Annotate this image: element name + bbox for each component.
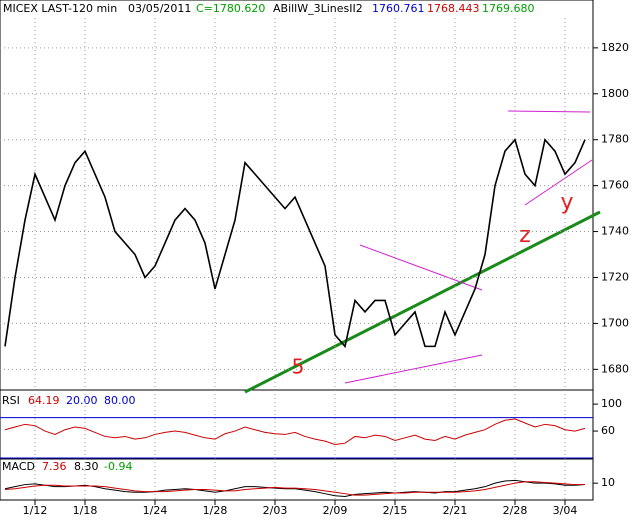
y-tick-label: 10 — [601, 476, 615, 489]
trend-line — [244, 210, 601, 394]
series-line — [4, 479, 586, 497]
x-tick-label: 1/18 — [73, 504, 98, 517]
y-tick-label: 1700 — [601, 316, 629, 329]
plot-frame — [0, 0, 594, 501]
wave-label: z — [519, 223, 531, 248]
indicator-name: ABillW_3LinesII2 — [273, 2, 363, 15]
channel-line — [524, 159, 593, 206]
series-line — [4, 137, 586, 349]
panel-param: 20.00 — [66, 394, 98, 407]
x-tick-label: 1/24 — [143, 504, 168, 517]
y-tick-label: 60 — [601, 424, 615, 437]
x-tick-label: 2/28 — [503, 504, 528, 517]
panel-title: RSI — [2, 394, 20, 407]
indicator-value: 1769.680 — [482, 2, 535, 15]
y-tick-label: 1740 — [601, 225, 629, 238]
x-tick-label: 2/21 — [443, 504, 468, 517]
x-tick-label: 2/15 — [383, 504, 408, 517]
date: 03/05/2011 — [128, 2, 191, 15]
panel-param: -0.94 — [104, 460, 132, 473]
series-line — [4, 418, 586, 446]
wave-label: 5 — [292, 355, 305, 379]
channel-line — [344, 354, 483, 384]
panel-param: 64.19 — [28, 394, 60, 407]
close-label: C=1780.620 — [196, 2, 265, 15]
series-line — [4, 481, 585, 496]
indicator-value: 1760.761 — [372, 2, 425, 15]
y-tick-label: 1680 — [601, 362, 629, 375]
chart-title: MICEX LAST-120 min — [3, 2, 117, 15]
y-tick-label: 1720 — [601, 270, 629, 283]
indicator-value: 1768.443 — [427, 2, 480, 15]
x-tick-label: 2/09 — [323, 504, 348, 517]
y-tick-label: 1780 — [601, 133, 629, 146]
channel-line — [359, 244, 483, 291]
wave-label: y — [560, 190, 573, 215]
panel-param: 7.36 — [42, 460, 67, 473]
panel-title: MACD — [2, 460, 35, 473]
y-tick-label: 1820 — [601, 41, 629, 54]
x-tick-label: 3/04 — [553, 504, 578, 517]
y-tick-label: 1800 — [601, 87, 629, 100]
x-tick-label: 1/28 — [203, 504, 228, 517]
panel-param: 80.00 — [104, 394, 136, 407]
panel-param: 8.30 — [74, 460, 99, 473]
channel-line — [507, 110, 591, 113]
x-tick-label: 2/03 — [263, 504, 288, 517]
y-tick-label: 100 — [601, 397, 622, 410]
y-tick-label: 1760 — [601, 179, 629, 192]
x-tick-label: 1/12 — [23, 504, 48, 517]
